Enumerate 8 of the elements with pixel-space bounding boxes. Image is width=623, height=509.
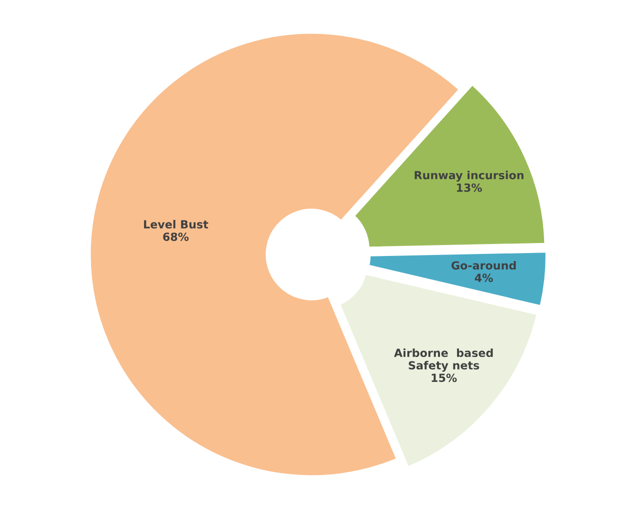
slice-label: Level Bust [144,220,208,229]
data-label: 4% [474,274,493,282]
slice-label: Runway incursion [414,170,524,182]
data-label: 13% [456,183,482,192]
data-label: 15% [432,374,457,382]
slice-label: Go-around [451,261,516,270]
data-label: 68% [163,232,189,241]
slice-label: Airborne based Safety nets [394,348,493,372]
